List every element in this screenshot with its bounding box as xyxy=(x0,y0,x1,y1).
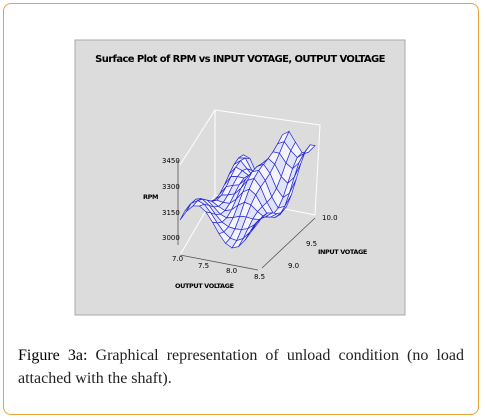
surface-plot: Surface Plot of RPM vs INPUT VOTAGE, OUT… xyxy=(74,39,406,316)
y-tick-label: 9.0 xyxy=(288,262,299,270)
axes xyxy=(177,160,316,271)
z-axis-label: RPM xyxy=(143,193,158,201)
z-tick-label: 3450 xyxy=(162,157,180,165)
mesh-cell xyxy=(251,215,264,232)
figure-frame xyxy=(3,3,479,415)
y-axis-label: INPUT VOTAGE xyxy=(318,248,367,256)
z-tick-label: 3300 xyxy=(162,183,180,191)
x-tick-label: 8.0 xyxy=(226,267,237,275)
surface-mesh xyxy=(179,130,316,249)
tick-labels: 3450 3300 3150 3000 7.0 7.5 8.0 8.5 9.0 … xyxy=(162,157,338,281)
caption-label: Figure 3a: xyxy=(18,347,88,364)
x-axis-label: OUTPUT VOLTAGE xyxy=(175,282,234,290)
z-tick-label: 3150 xyxy=(162,209,180,217)
plot-title: Surface Plot of RPM vs INPUT VOTAGE, OUT… xyxy=(95,54,386,65)
caption: Figure 3a: Graphical representation of u… xyxy=(18,344,464,390)
y-tick-label: 9.5 xyxy=(306,240,317,248)
x-tick-label: 8.5 xyxy=(254,273,265,281)
axis-labels: RPM OUTPUT VOLTAGE INPUT VOTAGE xyxy=(143,193,367,290)
z-tick-label: 3000 xyxy=(162,234,180,242)
x-tick-label: 7.0 xyxy=(172,255,183,263)
y-tick-label: 10.0 xyxy=(322,214,338,222)
plot-panel xyxy=(74,39,406,316)
caption-text: Graphical representation of unload condi… xyxy=(18,347,465,387)
x-tick-label: 7.5 xyxy=(198,262,209,270)
